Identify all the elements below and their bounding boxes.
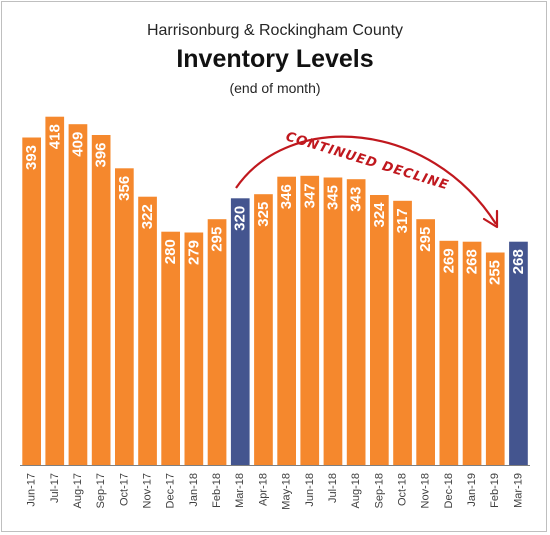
chart-title: Inventory Levels <box>176 45 374 73</box>
data-label-nov-17: 322 <box>139 204 156 229</box>
bar-oct-17 <box>115 168 134 466</box>
annotation-arrow-head <box>482 209 499 229</box>
annotation-arrow <box>235 135 497 225</box>
chart-subtitle: Harrisonburg & Rockingham County <box>146 22 404 39</box>
bar-jul-17 <box>45 116 65 465</box>
bar-mar-18 <box>230 198 250 466</box>
bar-series: 393 418 409 396 356 322 280 279 295 320 325 346 347 3… <box>22 116 528 466</box>
x-tick-nov-18: Nov-18 <box>420 473 432 508</box>
x-tick-jan-18: Jan-18 <box>188 473 200 507</box>
x-tick-nov-17: Nov-17 <box>142 473 154 508</box>
data-label-mar-19: 268 <box>510 249 527 274</box>
bar-mar-19 <box>509 241 528 465</box>
data-label-may-18: 346 <box>278 184 295 209</box>
data-label-dec-18: 269 <box>440 248 457 273</box>
bar-feb-18 <box>207 219 227 465</box>
x-tick-jan-19: Jan-19 <box>466 473 478 507</box>
data-label-dec-17: 280 <box>162 239 179 264</box>
data-label-jun-17: 393 <box>23 145 40 170</box>
data-label-apr-18: 325 <box>255 202 272 227</box>
data-label-feb-18: 295 <box>209 227 226 252</box>
bar-dec-18 <box>439 240 459 465</box>
x-tick-sep-17: Sep-17 <box>95 473 107 508</box>
bar-jan-18 <box>184 232 204 465</box>
x-tick-oct-17: Oct-17 <box>118 473 130 506</box>
bar-nov-18 <box>416 219 435 465</box>
data-label-oct-17: 356 <box>116 176 133 201</box>
data-label-aug-17: 409 <box>70 132 87 157</box>
data-label-jan-19: 268 <box>464 249 481 274</box>
x-tick-jul-17: Jul-17 <box>49 473 61 503</box>
x-tick-jul-18: Jul-18 <box>327 473 339 503</box>
bar-sep-17 <box>91 135 111 465</box>
data-label-jul-17: 418 <box>46 124 63 149</box>
bar-sep-18 <box>370 195 389 465</box>
x-tick-sep-18: Sep-18 <box>373 473 385 508</box>
x-tick-feb-18: Feb-18 <box>211 473 223 508</box>
bar-aug-18 <box>346 179 366 465</box>
bar-jun-18 <box>300 175 320 466</box>
bar-aug-17 <box>68 124 88 465</box>
x-tick-jun-17: Jun-17 <box>26 473 38 507</box>
bar-nov-17 <box>138 196 157 465</box>
x-tick-mar-19: Mar-19 <box>512 473 524 508</box>
data-label-jun-18: 347 <box>301 183 318 208</box>
data-label-nov-18: 295 <box>417 227 434 252</box>
data-label-mar-18: 320 <box>232 206 249 231</box>
x-tick-dec-18: Dec-18 <box>443 473 455 508</box>
data-label-sep-17: 396 <box>93 142 110 167</box>
bar-feb-19 <box>485 252 505 465</box>
chart-note: (end of month) <box>229 80 321 96</box>
x-tick-jun-18: Jun-18 <box>304 473 316 507</box>
x-tick-feb-19: Feb-19 <box>489 473 501 508</box>
data-label-sep-18: 324 <box>371 202 388 228</box>
x-tick-aug-17: Aug-17 <box>72 473 84 508</box>
bar-oct-18 <box>393 200 412 466</box>
data-label-jul-18: 345 <box>325 185 342 210</box>
bar-may-18 <box>277 176 296 465</box>
x-tick-labels: Jun-17 Jul-17 Aug-17 Sep-17 Oct-17 Nov-17 Dec-… <box>26 473 525 510</box>
bar-jul-18 <box>323 177 343 465</box>
x-tick-mar-18: Mar-18 <box>234 473 246 508</box>
bar-jan-19 <box>462 241 482 465</box>
bar-dec-17 <box>161 231 180 465</box>
x-tick-may-18: May-18 <box>281 473 293 510</box>
bar-jun-17 <box>22 137 41 465</box>
bar-apr-18 <box>254 194 273 465</box>
x-tick-dec-17: Dec-17 <box>165 473 177 508</box>
x-tick-apr-18: Apr-18 <box>257 473 269 506</box>
x-tick-aug-18: Aug-18 <box>350 473 362 508</box>
x-tick-oct-18: Oct-18 <box>397 473 409 506</box>
data-label-oct-18: 317 <box>394 208 411 233</box>
data-label-jan-18: 279 <box>185 240 202 265</box>
data-label-feb-19: 255 <box>487 260 504 285</box>
data-label-aug-18: 343 <box>348 187 365 212</box>
